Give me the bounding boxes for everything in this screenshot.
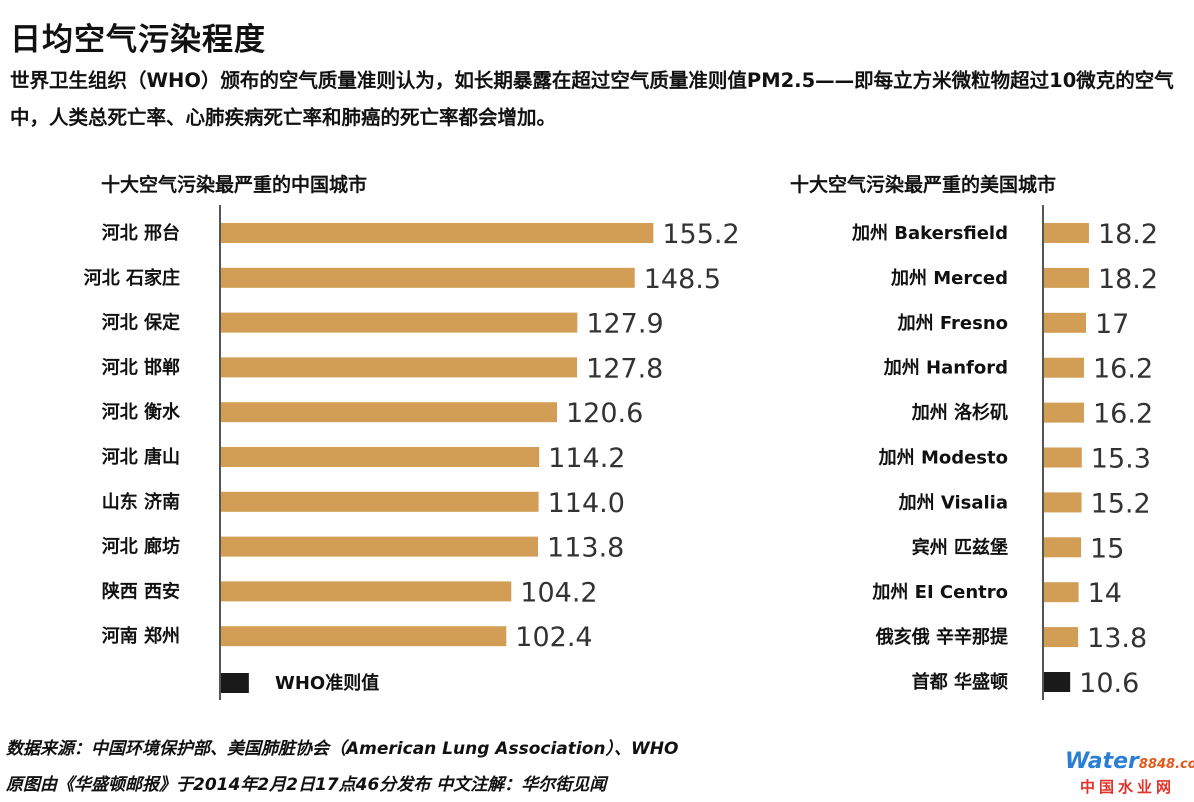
us-bar-6	[1044, 447, 1082, 468]
logo-subtitle: 中国水业网	[1079, 778, 1175, 796]
source-note: 数据来源：中国环境保护部、美国肺脏协会（American Lung Associ…	[6, 739, 679, 759]
us-value-label-3: 17	[1095, 309, 1129, 340]
cn-value-label-1: 155.2	[662, 219, 739, 250]
cn-bar-6	[221, 447, 540, 467]
cn-bar-4	[221, 357, 578, 378]
cn-category-label-4: 河北 邯郸	[102, 356, 180, 378]
cn-value-label-4: 127.8	[586, 353, 663, 384]
us-category-label-4: 加州 Hanford	[883, 358, 1008, 379]
cn-who-legend-label: WHO准则值	[275, 672, 379, 694]
us-value-label-4: 16.2	[1093, 354, 1153, 385]
page-title: 日均空气污染程度	[10, 22, 266, 58]
us-bar-3	[1044, 312, 1086, 333]
logo-suffix: .com	[1175, 757, 1194, 772]
us-category-label-11: 首都 华盛顿	[912, 671, 1008, 693]
us-category-label-3: 加州 Fresno	[897, 313, 1008, 334]
us-chart-title: 十大空气污染最严重的美国城市	[790, 174, 1057, 196]
us-category-label-5: 加州 洛杉矶	[911, 402, 1008, 424]
us-bar-2	[1044, 267, 1089, 288]
us-category-label-10: 俄亥俄 辛辛那提	[875, 626, 1009, 648]
cn-value-label-2: 148.5	[644, 264, 721, 295]
us-value-label-7: 15.2	[1091, 488, 1151, 519]
cn-bar-7	[221, 491, 539, 512]
cn-category-label-9: 陕西 西安	[102, 580, 180, 602]
credit-note: 原图由《华盛顿邮报》于2014年2月2日17点46分发布 中文注解：华尔街见闻	[6, 775, 607, 795]
cn-value-label-9: 104.2	[520, 577, 597, 608]
cn-bar-9	[221, 581, 512, 602]
cn-who-legend-swatch	[221, 673, 249, 693]
china-chart-title: 十大空气污染最严重的中国城市	[101, 174, 368, 196]
cn-value-label-8: 113.8	[547, 533, 624, 564]
us-bar-5	[1044, 402, 1085, 423]
us-bar-10	[1044, 627, 1079, 648]
cn-category-label-6: 河北 唐山	[102, 446, 180, 468]
us-value-label-8: 15	[1090, 533, 1124, 564]
logo-number: 8848	[1138, 757, 1176, 772]
logo-word: Water	[1065, 749, 1139, 774]
cn-value-label-5: 120.6	[566, 398, 643, 429]
us-bar-7	[1044, 492, 1082, 513]
cn-category-label-3: 河北 保定	[102, 312, 180, 334]
cn-bar-1	[221, 223, 654, 243]
cn-value-label-10: 102.4	[515, 622, 592, 653]
us-value-label-5: 16.2	[1093, 399, 1153, 430]
us-category-label-1: 加州 Bakersfield	[851, 223, 1008, 244]
intro-text: 世界卫生组织（WHO）颁布的空气质量准则认为，如长期暴露在超过空气质量准则值PM…	[10, 69, 1174, 129]
cn-category-label-7: 山东 济南	[102, 491, 180, 513]
us-value-label-10: 13.8	[1087, 623, 1147, 654]
us-bar-4	[1044, 357, 1085, 378]
us-bar-9	[1044, 582, 1079, 603]
us-value-label-9: 14	[1088, 578, 1122, 609]
us-bar-11	[1044, 672, 1071, 692]
cn-category-label-8: 河北 廊坊	[102, 536, 180, 558]
us-value-label-6: 15.3	[1091, 444, 1151, 475]
cn-bar-5	[221, 402, 557, 423]
cn-category-label-10: 河南 郑州	[102, 625, 180, 647]
cn-category-label-5: 河北 衡水	[102, 401, 181, 423]
cn-bar-8	[221, 536, 539, 557]
site-logo: Water8848.com 中国水业网	[1065, 749, 1194, 798]
cn-category-label-2: 河北 石家庄	[84, 267, 180, 289]
us-category-label-7: 加州 Visalia	[898, 492, 1008, 513]
us-value-label-2: 18.2	[1098, 264, 1158, 295]
cn-bar-3	[221, 312, 578, 333]
us-category-label-6: 加州 Modesto	[878, 448, 1008, 469]
cn-value-label-6: 114.2	[548, 443, 625, 474]
cn-value-label-3: 127.9	[586, 309, 663, 340]
us-category-label-8: 宾州 匹兹堡	[912, 536, 1008, 558]
cn-value-label-7: 114.0	[548, 488, 625, 519]
us-category-label-2: 加州 Merced	[890, 268, 1008, 289]
us-bar-1	[1044, 223, 1089, 243]
us-bar-8	[1044, 537, 1082, 558]
us-category-label-9: 加州 EI Centro	[871, 582, 1008, 603]
cn-bar-2	[221, 267, 635, 288]
cn-category-label-1: 河北 邢台	[102, 222, 180, 244]
us-value-label-1: 18.2	[1098, 219, 1158, 250]
us-value-label-11: 10.6	[1079, 668, 1139, 699]
cn-bar-10	[221, 626, 507, 647]
